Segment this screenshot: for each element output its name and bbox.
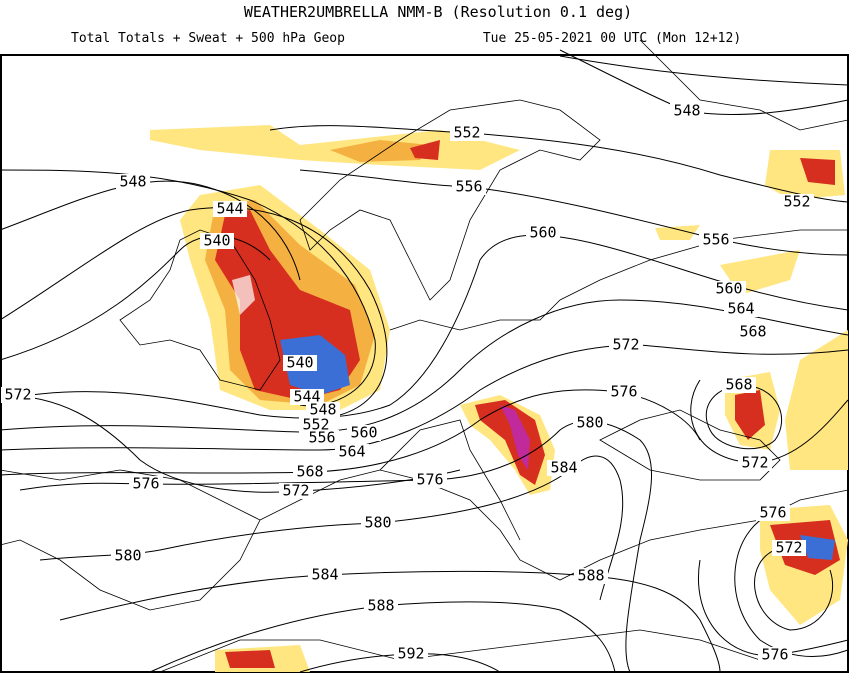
label-background (283, 355, 317, 371)
label-background (394, 646, 428, 662)
subtitle: Total Totals + Sweat + 500 hPa Geop (71, 31, 345, 46)
contours (0, 49, 849, 673)
contour-label: 576 (416, 471, 443, 489)
label-background (450, 125, 484, 141)
label-background (452, 179, 486, 195)
title: WEATHER2UMBRELLA NMM-B (Resolution 0.1 d… (244, 3, 632, 21)
contour-label: 548 (309, 401, 336, 419)
label-background (213, 201, 247, 217)
label-background (758, 647, 792, 663)
label-background (279, 483, 313, 499)
contour-label: 564 (727, 300, 754, 318)
contour-label: 592 (397, 645, 424, 663)
label-background (526, 225, 560, 241)
coastlines (0, 39, 849, 673)
label-background (699, 232, 733, 248)
label-background (111, 548, 145, 564)
label-background (306, 402, 340, 418)
label-background (364, 598, 398, 614)
label-background (573, 415, 607, 431)
contour-label: 544 (293, 388, 320, 406)
contour-label: 588 (577, 567, 604, 585)
contour-label: 568 (296, 463, 323, 481)
label-background (780, 194, 814, 210)
label-background (574, 568, 608, 584)
contour-label: 572 (282, 482, 309, 500)
contour-label: 540 (286, 354, 313, 372)
label-background (293, 464, 327, 480)
label-background (772, 540, 806, 556)
contour-label: 584 (550, 459, 577, 477)
contour-label: 568 (739, 323, 766, 341)
contour-label: 556 (702, 231, 729, 249)
contour-label: 548 (673, 102, 700, 120)
label-background (724, 301, 758, 317)
contour-label: 580 (576, 414, 603, 432)
contour-label: 540 (203, 232, 230, 250)
contour-label: 580 (114, 547, 141, 565)
contour-label: 576 (132, 475, 159, 493)
contour-label: 584 (311, 566, 338, 584)
contour-label: 564 (338, 443, 365, 461)
label-background (756, 505, 790, 521)
label-background (736, 324, 770, 340)
label-background (305, 430, 339, 446)
label-background (547, 460, 581, 476)
label-background (308, 567, 342, 583)
label-background (712, 281, 746, 297)
contour-label: 572 (612, 336, 639, 354)
contour-label: 560 (529, 224, 556, 242)
contour-label: 556 (455, 178, 482, 196)
label-background (200, 233, 234, 249)
contour-label: 560 (715, 280, 742, 298)
contour-label: 556 (308, 429, 335, 447)
label-background (413, 472, 447, 488)
label-background (290, 389, 324, 405)
label-background (347, 425, 381, 441)
label-background (116, 174, 150, 190)
contour-label: 588 (367, 597, 394, 615)
label-background (670, 103, 704, 119)
label-background (299, 417, 333, 433)
contour-label: 560 (350, 424, 377, 442)
contour-label: 576 (761, 646, 788, 664)
label-background (738, 455, 772, 471)
date: Tue 25-05-2021 00 UTC (Mon 12+12) (483, 31, 741, 46)
contour-label: 568 (725, 376, 752, 394)
contour-label: 576 (759, 504, 786, 522)
contour-label: 552 (783, 193, 810, 211)
contour-label: 572 (4, 386, 31, 404)
label-background (335, 444, 369, 460)
contour-label: 544 (216, 200, 243, 218)
contour-label: 548 (119, 173, 146, 191)
contour-label: 572 (775, 539, 802, 557)
contour-label: 572 (741, 454, 768, 472)
label-background (1, 387, 35, 403)
contour-label: 576 (610, 383, 637, 401)
label-background (361, 515, 395, 531)
label-background (609, 337, 643, 353)
contour-label: 552 (453, 124, 480, 142)
contour-label: 552 (302, 416, 329, 434)
label-background (129, 476, 163, 492)
label-background (607, 384, 641, 400)
contour-label: 580 (364, 514, 391, 532)
label-background (722, 377, 756, 393)
